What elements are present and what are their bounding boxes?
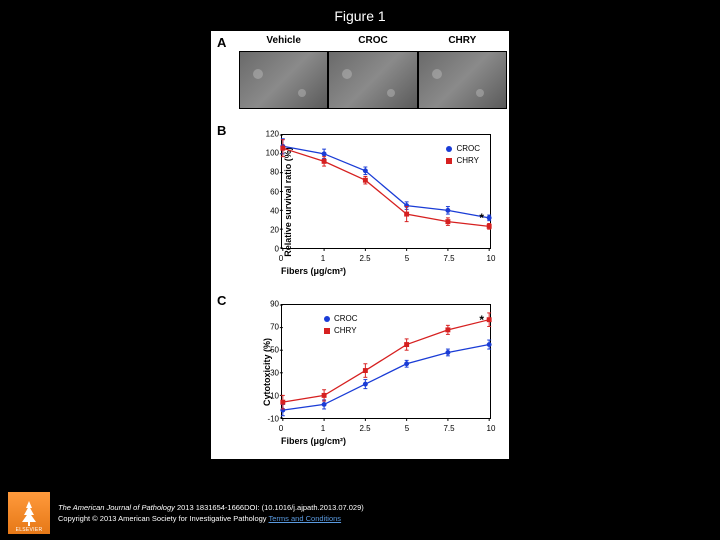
journal-name: The American Journal of Pathology — [58, 503, 175, 512]
elsevier-text: ELSEVIER — [16, 527, 43, 533]
panel-b-star: * — [479, 211, 484, 225]
y-tick: -10 — [265, 415, 279, 424]
panel-c-chart: Cytotoxicity (%) CROCCHRY * -10103050709… — [251, 299, 499, 444]
elsevier-logo: ELSEVIER — [8, 492, 50, 534]
y-tick: 50 — [265, 346, 279, 355]
panel-b-x-label: Fibers (μg/cm²) — [281, 266, 491, 276]
panel-c-plot: CROCCHRY * — [281, 304, 491, 419]
panel-c-legend: CROCCHRY — [324, 313, 358, 337]
micro-header-chry: CHRY — [418, 35, 507, 51]
panel-b-label: B — [217, 123, 226, 138]
x-tick: 0 — [279, 254, 283, 263]
x-tick: 10 — [487, 254, 496, 263]
micro-header-vehicle: Vehicle — [239, 35, 328, 51]
terms-link[interactable]: Terms and Conditions — [269, 514, 342, 523]
y-tick: 80 — [265, 168, 279, 177]
panel-c-svg — [282, 305, 490, 418]
copyright-text: Copyright © 2013 American Society for In… — [58, 514, 269, 523]
legend-item: CHRY — [324, 325, 358, 337]
x-tick: 2.5 — [359, 254, 370, 263]
x-tick: 7.5 — [443, 424, 454, 433]
x-tick: 2.5 — [359, 424, 370, 433]
footer: ELSEVIER The American Journal of Patholo… — [8, 492, 364, 534]
panel-c-star: * — [479, 313, 484, 327]
y-tick: 100 — [265, 149, 279, 158]
citation: The American Journal of Pathology 2013 1… — [58, 502, 364, 524]
y-tick: 10 — [265, 392, 279, 401]
panel-a: Vehicle CROC CHRY — [239, 35, 507, 113]
citation-ref: 2013 1831654-1666DOI: (10.1016/j.ajpath.… — [175, 503, 364, 512]
panel-b-chart: Relative survival ratio (%) CROCCHRY * 0… — [251, 129, 499, 274]
x-tick: 5 — [405, 254, 409, 263]
panel-b-legend: CROCCHRY — [446, 143, 480, 167]
x-tick: 0 — [279, 424, 283, 433]
micrograph-chry — [418, 51, 507, 109]
figure-title: Figure 1 — [0, 0, 720, 24]
panel-c-x-label: Fibers (μg/cm²) — [281, 436, 491, 446]
panel-b-plot: CROCCHRY * — [281, 134, 491, 249]
legend-item: CHRY — [446, 155, 480, 167]
y-tick: 0 — [265, 245, 279, 254]
tree-icon — [14, 498, 44, 528]
legend-item: CROC — [446, 143, 480, 155]
panel-a-label: A — [217, 35, 226, 50]
x-tick: 5 — [405, 424, 409, 433]
x-tick: 1 — [321, 254, 325, 263]
panel-c-label: C — [217, 293, 226, 308]
y-tick: 120 — [265, 130, 279, 139]
legend-item: CROC — [324, 313, 358, 325]
y-tick: 90 — [265, 300, 279, 309]
x-tick: 10 — [487, 424, 496, 433]
y-tick: 30 — [265, 369, 279, 378]
micro-header-croc: CROC — [328, 35, 417, 51]
figure-panel: A Vehicle CROC CHRY B Relative survival … — [210, 30, 510, 460]
micrograph-vehicle — [239, 51, 328, 109]
micrograph-croc — [328, 51, 417, 109]
y-tick: 20 — [265, 225, 279, 234]
y-tick: 40 — [265, 206, 279, 215]
y-tick: 60 — [265, 187, 279, 196]
x-tick: 1 — [321, 424, 325, 433]
x-tick: 7.5 — [443, 254, 454, 263]
y-tick: 70 — [265, 323, 279, 332]
